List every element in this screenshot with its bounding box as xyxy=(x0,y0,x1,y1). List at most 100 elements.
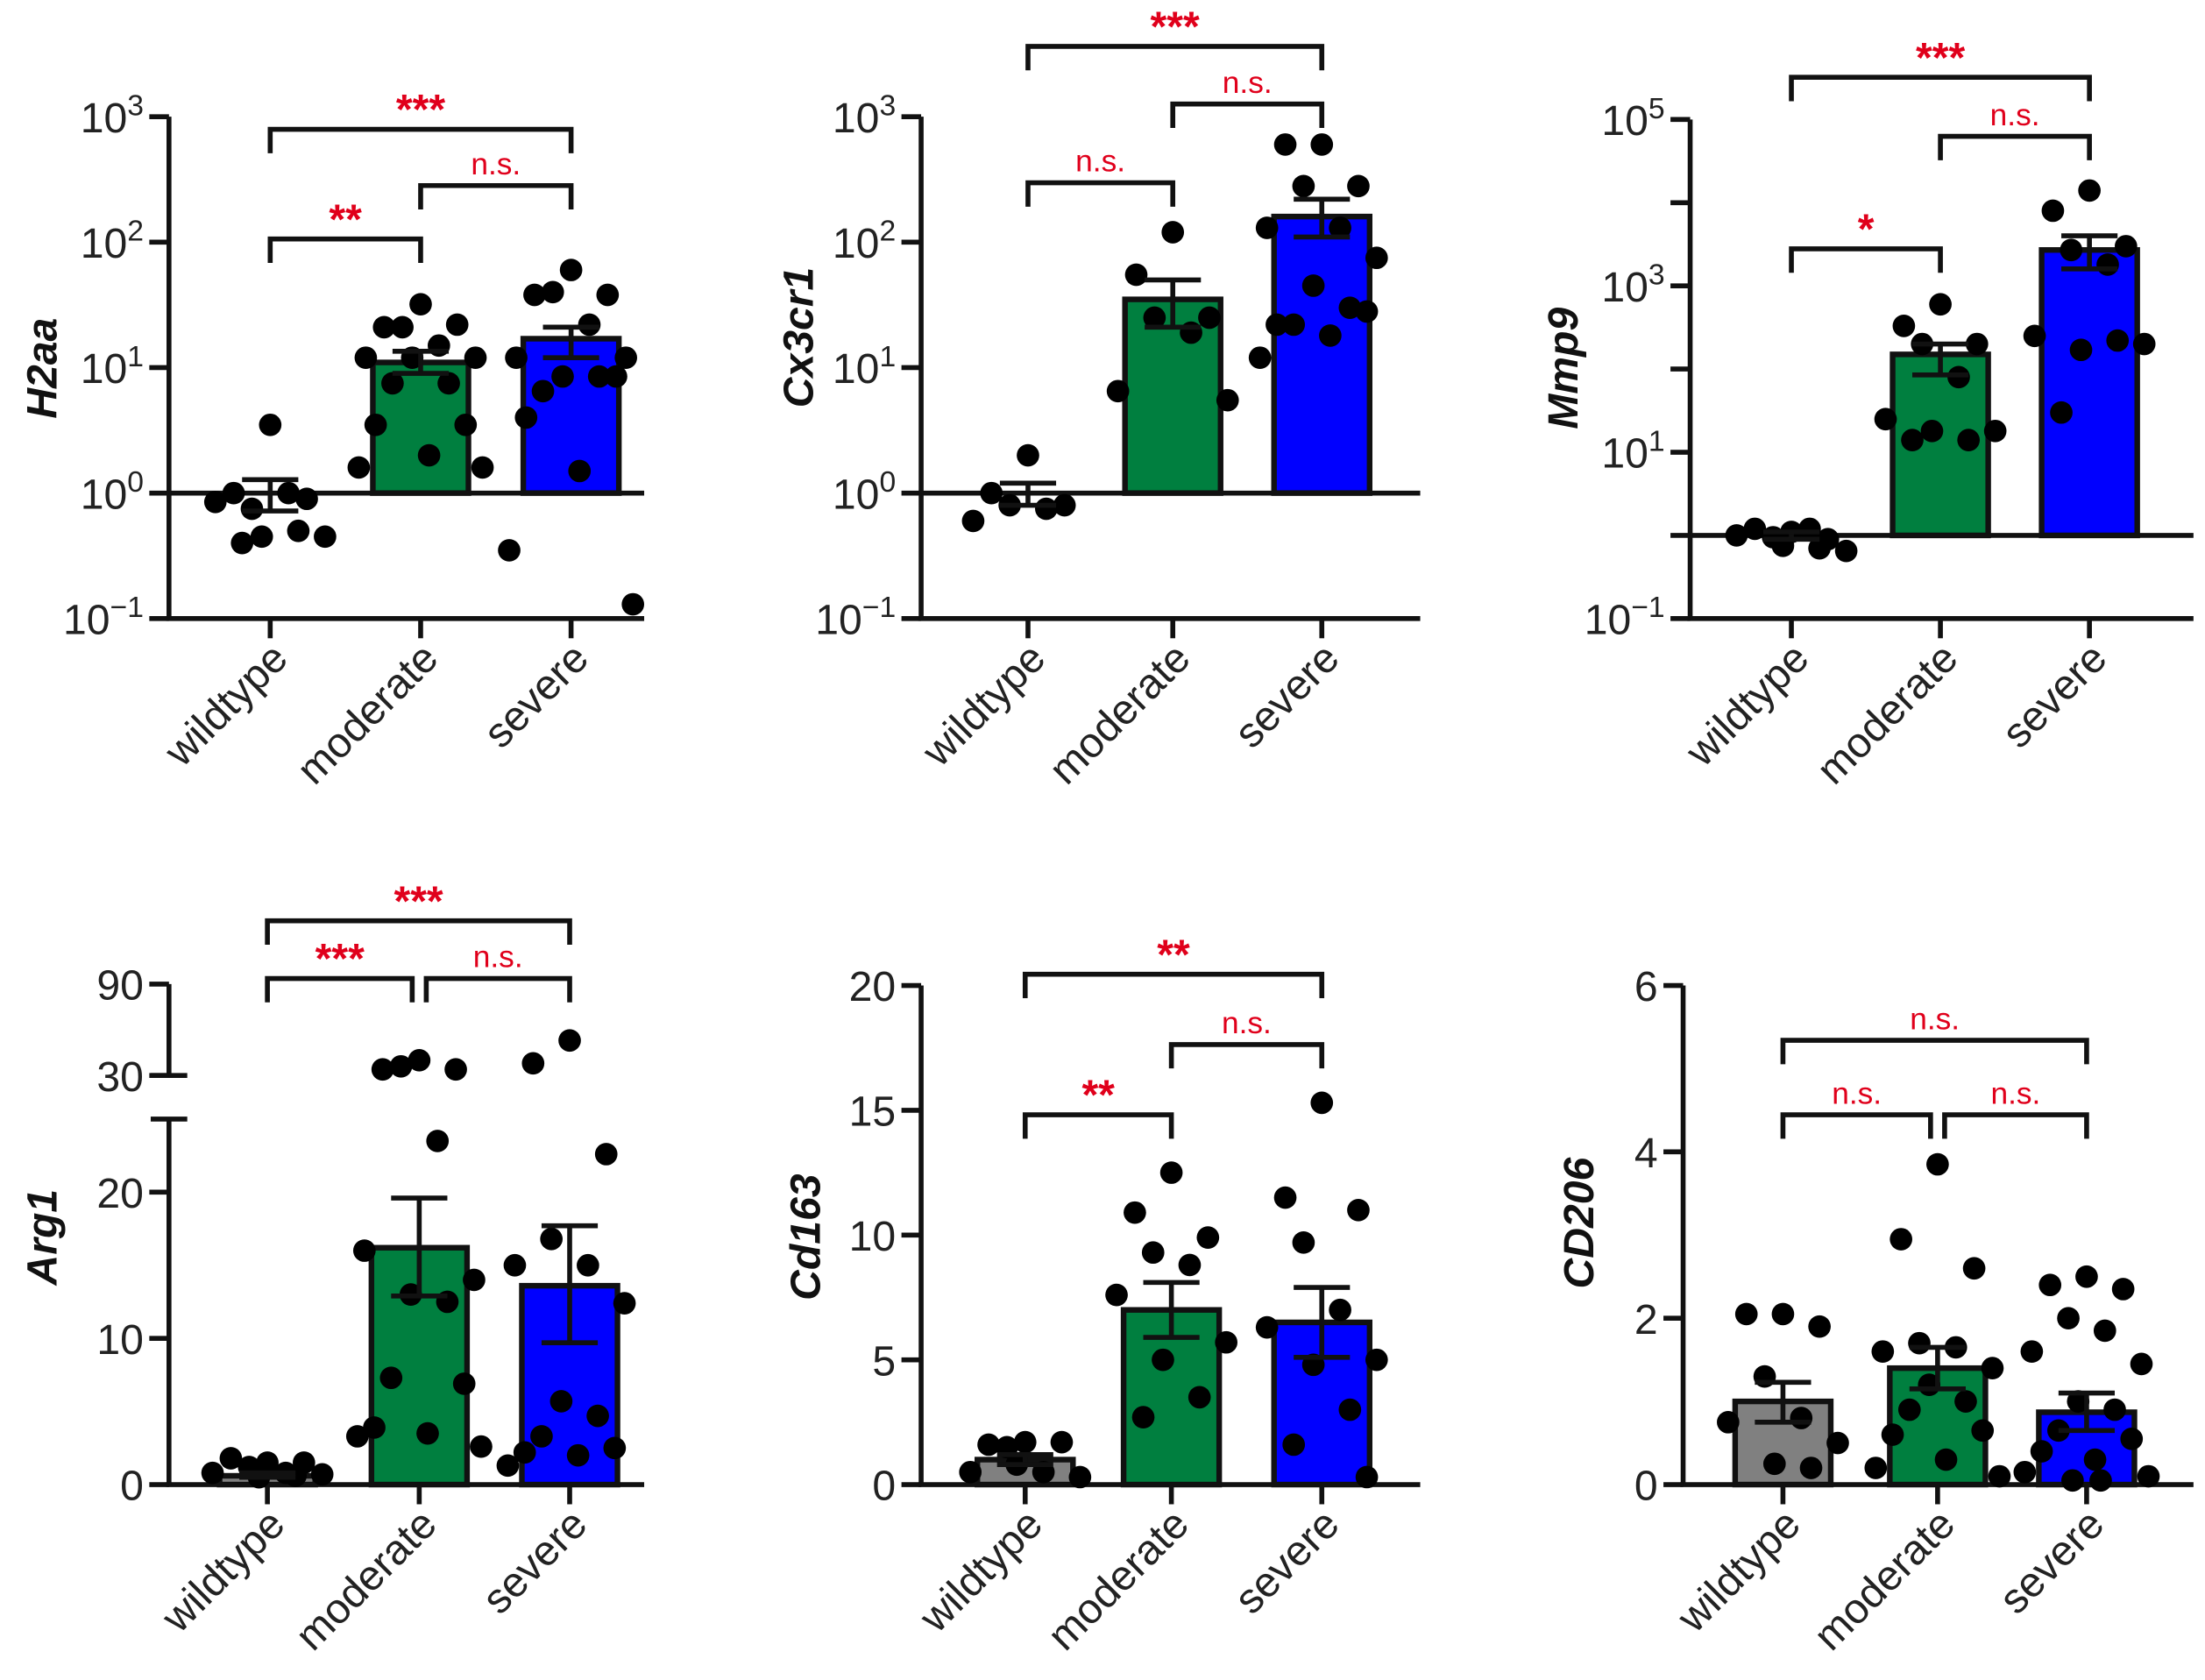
data-point xyxy=(203,490,227,514)
significance-bracket xyxy=(1789,246,1943,273)
data-point xyxy=(1988,1464,2011,1488)
data-point xyxy=(345,1425,369,1448)
data-point xyxy=(1215,1330,1238,1354)
data-point xyxy=(530,1425,553,1448)
data-point xyxy=(498,539,521,562)
data-point xyxy=(521,1052,545,1075)
significance-bracket xyxy=(1780,1112,1933,1139)
data-point xyxy=(1743,517,1767,541)
y-tick-label: 10 xyxy=(96,1316,144,1364)
category-label-moderate: moderate xyxy=(287,1500,446,1660)
significance-label: *** xyxy=(1151,4,1200,51)
y-axis-label: Arg1 xyxy=(18,1189,66,1287)
data-point xyxy=(2111,1278,2135,1301)
category-label-severe: severe xyxy=(475,634,598,757)
data-point xyxy=(1152,1348,1174,1372)
category-label-wildtype: wildtype xyxy=(155,634,297,776)
data-point xyxy=(586,1404,609,1428)
data-point xyxy=(496,1454,520,1478)
data-point xyxy=(2083,1448,2107,1471)
data-point xyxy=(1808,536,1831,560)
y-tick-label: 10−1 xyxy=(63,592,144,643)
data-point xyxy=(1798,517,1821,541)
y-tick-label: 20 xyxy=(96,1170,144,1217)
y-axis-label: H2aa xyxy=(18,318,66,419)
data-point xyxy=(578,313,601,337)
data-point xyxy=(445,313,469,337)
category-label-moderate: moderate xyxy=(1807,634,1967,794)
data-point xyxy=(1901,429,1924,451)
significance-bracket xyxy=(1170,101,1325,128)
data-point xyxy=(2061,1469,2084,1492)
y-tick-label: 102 xyxy=(81,216,144,267)
data-point xyxy=(2103,1398,2126,1421)
category-label-moderate: moderate xyxy=(1804,1500,1964,1660)
data-point xyxy=(1365,1348,1388,1372)
data-point xyxy=(1255,1315,1279,1339)
data-point xyxy=(1355,1465,1379,1489)
data-point xyxy=(310,1463,334,1486)
significance-bracket xyxy=(1789,74,2092,102)
significance-label: n.s. xyxy=(1222,1006,1272,1040)
data-point xyxy=(1347,174,1370,198)
significance-label: ** xyxy=(1157,931,1190,978)
data-point xyxy=(1178,1253,1202,1277)
data-point xyxy=(2030,1440,2053,1463)
data-point xyxy=(1143,306,1166,330)
data-point xyxy=(230,531,254,555)
significance-bracket xyxy=(1780,1038,2089,1065)
significance-bracket xyxy=(265,975,415,1003)
significance-label: n.s. xyxy=(1990,1076,2040,1110)
data-point xyxy=(621,592,645,616)
category-label-wildtype: wildtype xyxy=(1668,1500,1810,1642)
significance-bracket xyxy=(265,918,572,946)
y-tick-label: 0 xyxy=(872,1463,896,1510)
significance-label: n.s. xyxy=(471,147,521,181)
data-point xyxy=(2038,1273,2062,1297)
data-point xyxy=(437,372,460,395)
significance-bracket xyxy=(1025,180,1176,207)
data-point xyxy=(1292,1230,1315,1254)
data-point xyxy=(1965,332,1989,356)
data-point xyxy=(1216,388,1239,412)
data-point xyxy=(1734,1302,1758,1326)
significance-label: n.s. xyxy=(1832,1076,1882,1110)
data-point xyxy=(1282,1433,1306,1457)
data-point xyxy=(1355,300,1379,323)
data-point xyxy=(1338,1398,1362,1421)
y-tick-label: 100 xyxy=(833,466,896,518)
data-point xyxy=(531,379,555,403)
data-point xyxy=(250,525,273,549)
data-point xyxy=(1926,1152,1949,1176)
data-point xyxy=(2096,253,2119,276)
data-point xyxy=(1319,324,1342,347)
data-point xyxy=(426,1130,450,1152)
data-point xyxy=(1717,1410,1740,1434)
data-point xyxy=(444,1058,467,1081)
data-point xyxy=(1248,346,1272,369)
y-axis-label: Cd163 xyxy=(783,1173,830,1301)
data-point xyxy=(605,365,627,388)
data-point xyxy=(1365,246,1388,270)
data-point xyxy=(1981,1357,2004,1379)
significance-label: *** xyxy=(316,935,365,982)
category-label-wildtype: wildtype xyxy=(1676,634,1818,776)
data-point xyxy=(417,443,441,467)
data-point xyxy=(1934,1448,1958,1471)
data-point xyxy=(372,315,396,339)
data-point xyxy=(454,413,478,436)
significance-label: n.s. xyxy=(1990,98,2040,132)
data-point xyxy=(314,525,337,549)
significance-bracket xyxy=(1022,971,1325,998)
data-point xyxy=(1920,419,1944,443)
data-point xyxy=(1983,419,2007,443)
data-point xyxy=(2093,1319,2116,1343)
data-point xyxy=(2078,179,2101,202)
data-point xyxy=(1338,296,1362,320)
data-point xyxy=(558,1029,581,1053)
data-point xyxy=(551,365,574,388)
data-point xyxy=(1834,539,1858,563)
